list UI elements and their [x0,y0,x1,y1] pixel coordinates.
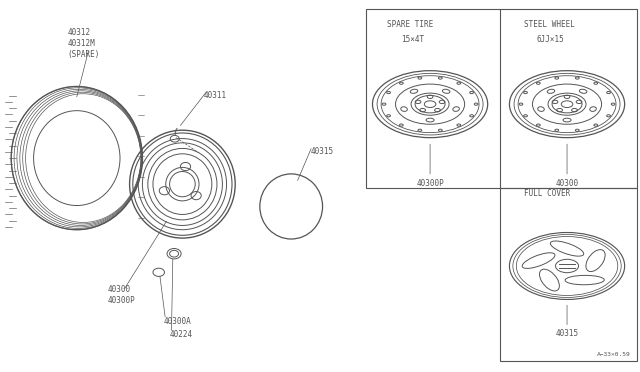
Text: 40224: 40224 [170,330,193,339]
Text: 15×4T: 15×4T [401,35,424,44]
Text: 40300P: 40300P [108,296,135,305]
Text: STEEL WHEEL: STEEL WHEEL [524,20,574,29]
Text: 40312M: 40312M [67,39,95,48]
Text: 40315: 40315 [556,329,579,338]
Bar [500,188,637,361]
Bar [366,9,637,188]
Text: 40300A: 40300A [163,317,191,326]
Text: 40300: 40300 [108,285,131,294]
Text: 40312: 40312 [67,28,90,37]
Text: 40311: 40311 [204,91,227,100]
Text: (SPARE): (SPARE) [67,50,100,59]
Text: A−33×0.59: A−33×0.59 [596,352,630,357]
Text: 6JJ×15: 6JJ×15 [536,35,564,44]
Text: 40300P: 40300P [416,179,444,187]
Text: FULL COVER: FULL COVER [524,189,570,198]
Text: 40300: 40300 [556,179,579,187]
Text: SPARE TIRE: SPARE TIRE [387,20,433,29]
Text: 40315: 40315 [310,147,333,156]
